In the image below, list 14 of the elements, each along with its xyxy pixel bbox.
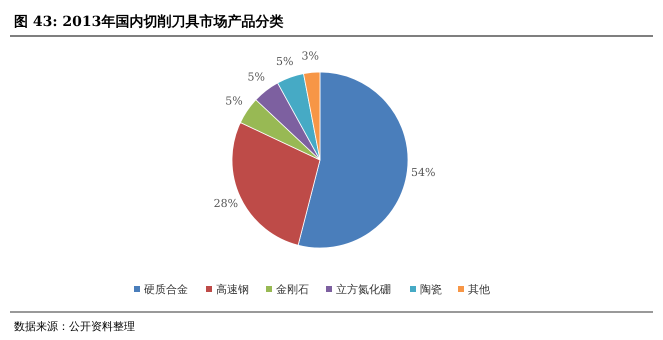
legend-label: 陶瓷 bbox=[420, 282, 442, 296]
data-label: 3% bbox=[301, 49, 319, 62]
source-note: 数据来源：公开资料整理 bbox=[14, 320, 135, 333]
chart-title: 图 43: 2013年国内切削刀具市场产品分类 bbox=[14, 13, 284, 30]
legend-label: 其他 bbox=[468, 282, 490, 296]
data-label: 28% bbox=[214, 197, 238, 210]
data-label: 5% bbox=[225, 94, 243, 108]
legend-label: 立方氮化硼 bbox=[336, 282, 391, 296]
data-label: 5% bbox=[276, 54, 294, 68]
data-label: 5% bbox=[248, 70, 265, 84]
legend-label: 高速钢 bbox=[216, 282, 249, 296]
legend-label: 金刚石 bbox=[276, 282, 309, 296]
data-label: 54% bbox=[410, 166, 436, 179]
legend-label: 硬质合金 bbox=[144, 282, 188, 296]
